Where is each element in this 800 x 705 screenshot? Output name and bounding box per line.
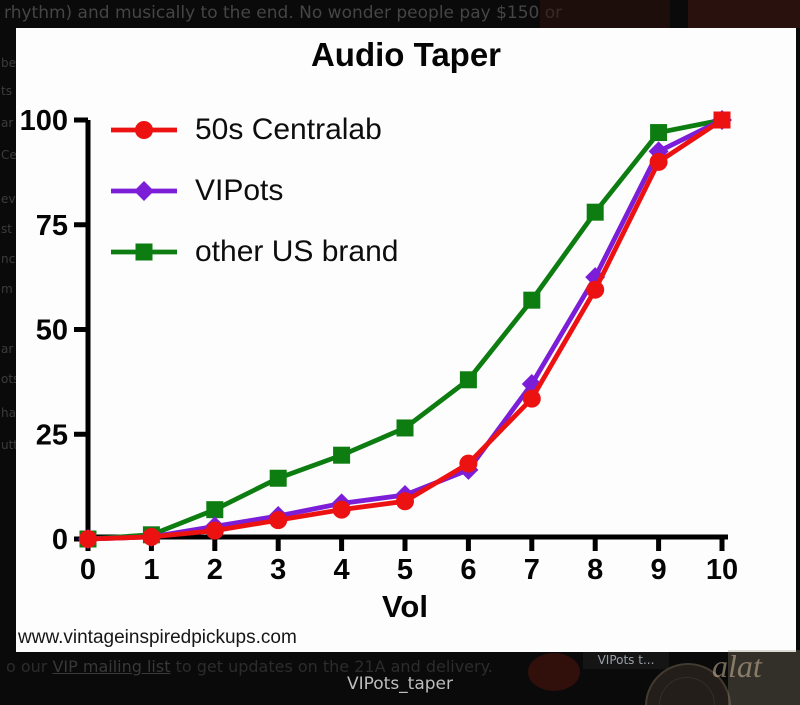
edge-text-fragment: ar — [1, 116, 14, 130]
y-tick-label: 0 — [52, 524, 68, 556]
y-tick-label: 25 — [36, 419, 68, 451]
related-thumbnail-vipots[interactable]: VIPots t... — [583, 652, 669, 669]
edge-text-fragment: ar — [1, 342, 14, 356]
legend-item-50s-centralab: 50s Centralab — [111, 110, 398, 150]
mailing-list-link[interactable]: VIP mailing list — [52, 657, 171, 676]
thumbnail-image-fragment — [528, 653, 580, 691]
legend-label: other US brand — [195, 235, 399, 268]
x-tick-label: 7 — [524, 554, 540, 586]
mailing-text-prefix: o our — [6, 657, 53, 676]
legend-item-vipots: VIPots — [111, 171, 398, 211]
edge-text-fragment: nc — [1, 252, 16, 266]
edge-text-fragment: m — [1, 282, 13, 296]
legend-marker-circle-icon — [111, 121, 177, 139]
x-tick-label: 5 — [397, 554, 413, 586]
chart-title: Audio Taper — [310, 36, 502, 73]
mailing-text-suffix: to get updates on the 21A and delivery. — [170, 657, 493, 676]
chart-panel: Audio Taper 0 1 2 3 4 5 6 7 8 9 10 0 25 50 75 100 Vol 50… — [16, 28, 796, 652]
edge-text-fragment: st — [1, 222, 12, 236]
x-tick-label: 3 — [270, 554, 286, 586]
pot-back-ring — [659, 677, 715, 705]
mailing-list-text: o our VIP mailing list to get updates on… — [6, 657, 493, 676]
x-tick-label: 2 — [207, 554, 223, 586]
watermark-text: www.vintageinspiredpickups.com — [18, 627, 297, 648]
page-top-text: rhythm) and musically to the end. No won… — [4, 3, 563, 23]
edge-text-fragment: ev — [1, 192, 16, 206]
edge-text-fragment: ha — [1, 406, 16, 420]
x-tick-label: 4 — [334, 554, 350, 586]
legend-marker-diamond-icon — [111, 181, 177, 201]
top-right-image-fragment — [540, 0, 670, 28]
legend-marker-square-icon — [111, 243, 177, 261]
x-tick-label: 6 — [460, 554, 476, 586]
legend-item-other-us-brand: other US brand — [111, 232, 398, 272]
edge-text-fragment: utt — [1, 438, 19, 452]
edge-text-fragment: ts — [1, 84, 12, 98]
x-tick-label: 9 — [651, 554, 667, 586]
edge-text-fragment: ots — [1, 372, 20, 386]
x-axis-label: Vol — [382, 589, 428, 624]
image-caption: VIPots_taper — [346, 674, 454, 694]
legend-label: 50s Centralab — [195, 113, 382, 146]
y-tick-label: 75 — [36, 210, 68, 242]
corner-image-fragment — [728, 650, 800, 705]
series-50s-centralab — [79, 111, 731, 548]
corner-script-text: alat — [712, 648, 762, 684]
top-right-image-fragment-2 — [688, 0, 800, 28]
y-tick-label: 100 — [20, 105, 68, 137]
y-tick-label: 50 — [36, 315, 68, 347]
edge-text-fragment: be — [1, 56, 16, 70]
x-tick-label: 10 — [706, 554, 738, 586]
x-tick-label: 1 — [143, 554, 159, 586]
x-tick-label: 8 — [587, 554, 603, 586]
edge-text-fragment: Ce — [1, 148, 17, 162]
legend-label: VIPots — [195, 174, 284, 207]
x-tick-label: 0 — [80, 554, 96, 586]
chart-legend: 50s Centralab VIPots other US brand — [111, 110, 398, 272]
